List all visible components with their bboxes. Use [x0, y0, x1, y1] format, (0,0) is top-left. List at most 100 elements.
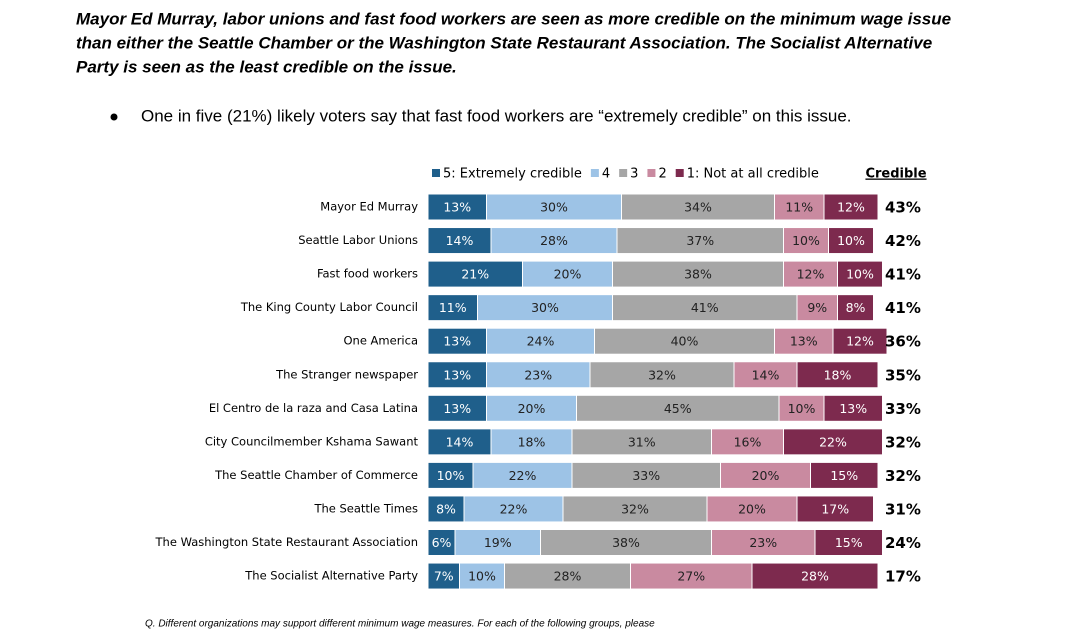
category-label: The Stranger newspaper: [275, 367, 418, 381]
segment-label: 30%: [531, 300, 559, 315]
segment-label: 24%: [527, 334, 555, 349]
segment-label: 20%: [554, 267, 582, 282]
legend-label: 5: Extremely credible: [443, 167, 582, 182]
bar-segment: [540, 529, 712, 556]
segment-label: 30%: [540, 200, 568, 215]
category-label: The Seattle Times: [313, 501, 418, 515]
category-label: Seattle Labor Unions: [298, 233, 418, 247]
bar-segment: [823, 193, 879, 221]
segment-label: 11%: [785, 200, 813, 215]
segment-label: 14%: [752, 367, 780, 382]
legend-label: 4: [602, 167, 610, 182]
segment-label: 12%: [846, 334, 874, 349]
legend-swatch: [647, 169, 656, 177]
bar-segment: [486, 361, 591, 389]
category-label: Fast food workers: [317, 267, 418, 281]
bar-segment: [630, 562, 753, 590]
segment-label: 41%: [691, 300, 719, 315]
segment-label: 31%: [628, 434, 656, 449]
segment-label: 13%: [790, 334, 818, 349]
category-label: One America: [343, 334, 418, 348]
category-label: The King County Labor Council: [240, 300, 418, 314]
bar-segment: [751, 562, 879, 590]
credible-value: 32%: [885, 433, 921, 451]
segment-label: 13%: [443, 401, 471, 416]
bar-segment: [427, 461, 474, 489]
bar-segment: [783, 227, 829, 255]
segment-label: 28%: [554, 569, 582, 584]
credible-value: 42%: [885, 232, 921, 250]
bar-segment: [490, 428, 573, 456]
segment-label: 40%: [671, 334, 699, 349]
bar-segment: [427, 495, 465, 523]
segment-label: 18%: [824, 367, 852, 382]
segment-label: 10%: [846, 267, 874, 282]
bar-segment: [571, 428, 712, 456]
bar-segment: [427, 562, 460, 590]
segment-label: 38%: [612, 535, 640, 550]
segment-label: 10%: [792, 233, 820, 248]
credible-value: 24%: [885, 534, 921, 552]
heading-line: than either the Seattle Chamber or the W…: [76, 33, 932, 52]
credible-value: 35%: [885, 366, 921, 384]
segment-label: 20%: [518, 401, 546, 416]
segment-label: 10%: [468, 569, 496, 584]
bar-segment: [486, 193, 622, 221]
credible-value: 36%: [885, 333, 921, 351]
credible-header: Credible: [865, 167, 926, 182]
bar-segment: [837, 260, 883, 288]
segment-label: 10%: [437, 468, 465, 483]
bar-segment: [796, 495, 874, 523]
bar-segment: [477, 294, 613, 322]
segment-label: 21%: [461, 267, 489, 282]
segment-label: 10%: [837, 233, 865, 248]
segment-label: 13%: [839, 401, 867, 416]
segment-label: 38%: [684, 267, 712, 282]
legend-swatch: [590, 169, 599, 177]
bar-segment: [706, 495, 798, 523]
bar-segment: [571, 461, 721, 489]
segment-label: 12%: [797, 267, 825, 282]
segment-label: 22%: [500, 501, 528, 516]
segment-label: 13%: [443, 200, 471, 215]
bullet-text: One in five (21%) likely voters say that…: [141, 106, 852, 125]
bar-segment: [778, 394, 825, 422]
credible-value: 33%: [885, 400, 921, 418]
bar-segment: [427, 529, 456, 556]
bar-segment: [832, 327, 888, 355]
segment-label: 28%: [801, 569, 829, 584]
segment-label: 16%: [734, 434, 762, 449]
credible-value: 17%: [885, 568, 921, 586]
segment-label: 14%: [446, 434, 474, 449]
bar-segment: [612, 294, 798, 322]
segment-label: 32%: [621, 501, 649, 516]
segment-label: 32%: [648, 367, 676, 382]
segment-label: 17%: [821, 501, 849, 516]
category-label: The Washington State Restaurant Associat…: [155, 535, 418, 549]
segment-label: 19%: [484, 535, 512, 550]
heading-line: Party is seen as the least credible on t…: [76, 57, 457, 76]
bar-segment: [796, 294, 838, 322]
legend-label: 3: [630, 167, 638, 182]
credible-value: 31%: [885, 500, 921, 518]
bar-segment: [486, 327, 595, 355]
segment-label: 45%: [664, 401, 692, 416]
heading-line: Mayor Ed Murray, labor unions and fast f…: [76, 9, 951, 28]
bar-segment: [522, 260, 613, 288]
bar-segment: [427, 428, 492, 456]
bar-segment: [828, 227, 874, 255]
legend-label: 1: Not at all credible: [687, 167, 819, 182]
bar-segment: [472, 461, 573, 489]
footnote: Q. Different organizations may support d…: [145, 619, 655, 629]
credible-value: 32%: [885, 467, 921, 485]
bar-segment: [814, 529, 883, 556]
bar-segment: [459, 562, 505, 590]
segment-label: 13%: [443, 367, 471, 382]
segment-label: 11%: [439, 300, 467, 315]
bar-segment: [711, 529, 816, 556]
segment-label: 9%: [807, 300, 827, 315]
bar-segment: [427, 294, 478, 322]
bar-segment: [594, 327, 775, 355]
segment-label: 27%: [677, 569, 705, 584]
credible-value: 43%: [885, 199, 921, 217]
